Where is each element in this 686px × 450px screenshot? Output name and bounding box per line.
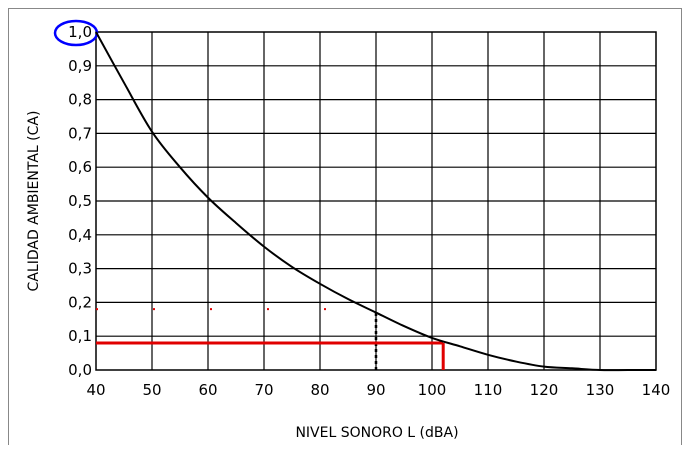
y-tick-label: 0,1	[68, 327, 92, 345]
x-tick-label: 40	[86, 381, 105, 399]
x-tick-label: 60	[198, 381, 217, 399]
frame-border	[8, 8, 682, 445]
y-tick-label: 0,3	[68, 260, 92, 278]
y-tick-label: 0,5	[68, 192, 92, 210]
annotation-layer	[53, 19, 445, 370]
y-tick-label: 0,2	[68, 293, 92, 311]
quality-curve	[95, 31, 656, 372]
x-tick-label: 80	[310, 381, 329, 399]
y-axis-title: CALIDAD AMBIENTAL (CA)	[26, 111, 42, 292]
x-tick-label: 90	[366, 381, 385, 399]
x-tick-label: 100	[418, 381, 447, 399]
tick-layer: 40 50 60 70 80 90 100 110 120 130 140 0,0 0,1 0,2 0,3 0…	[68, 23, 670, 399]
x-axis-title: NIVEL SONORO L (dBA)	[295, 425, 458, 441]
y-tick-label: 0,8	[68, 91, 92, 109]
y-tick-label: 0,6	[68, 158, 92, 176]
y-tick-label: 0,0	[68, 361, 92, 379]
x-tick-label: 110	[474, 381, 503, 399]
y-tick-label: 0,4	[68, 226, 92, 244]
x-tick-label: 120	[530, 381, 559, 399]
y-tick-label: 1,0	[68, 23, 92, 41]
x-tick-label: 140	[642, 381, 671, 399]
series-layer	[95, 31, 656, 372]
y-tick-label: 0,9	[68, 57, 92, 75]
x-tick-label: 50	[142, 381, 161, 399]
y-tick-label: 0,7	[68, 124, 92, 142]
x-tick-label: 130	[586, 381, 615, 399]
x-tick-label: 70	[254, 381, 273, 399]
